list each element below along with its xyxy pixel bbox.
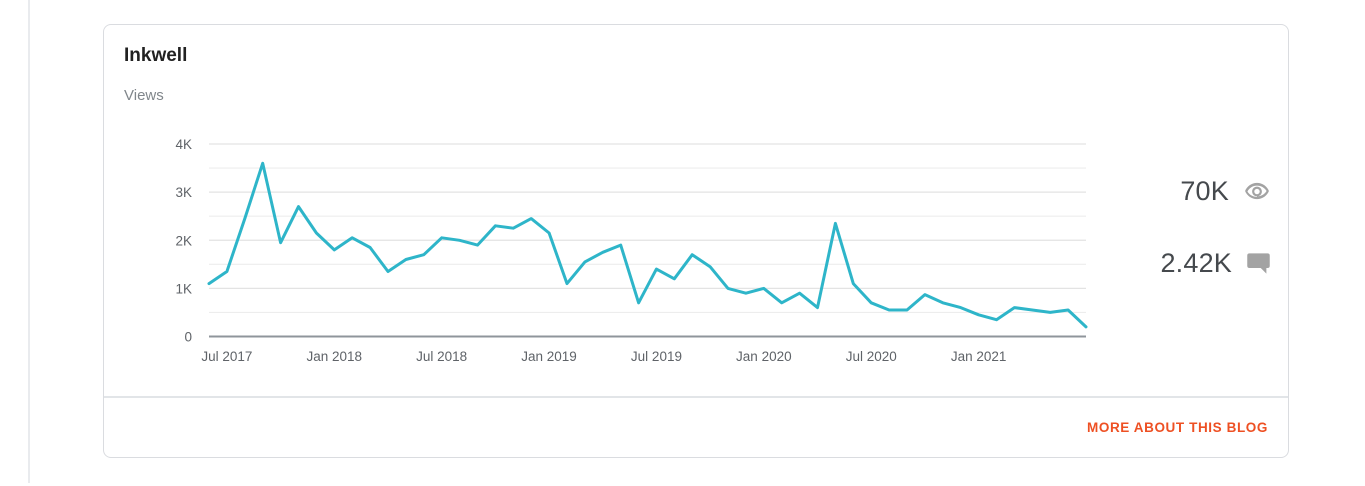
blog-stats-card: Inkwell Views 0 1K 2K 3K 4K Jul 2017 Jan 2018 J… bbox=[103, 24, 1289, 458]
card-footer: MORE ABOUT THIS BLOG bbox=[104, 396, 1288, 457]
svg-text:Jul 2019: Jul 2019 bbox=[631, 349, 682, 364]
more-about-this-blog-link[interactable]: MORE ABOUT THIS BLOG bbox=[1087, 420, 1268, 435]
svg-text:Jul 2017: Jul 2017 bbox=[201, 349, 252, 364]
svg-text:Jan 2021: Jan 2021 bbox=[951, 349, 1007, 364]
svg-text:2K: 2K bbox=[175, 233, 192, 248]
svg-text:Jul 2018: Jul 2018 bbox=[416, 349, 467, 364]
svg-text:0: 0 bbox=[184, 330, 192, 345]
eye-icon bbox=[1242, 178, 1272, 204]
svg-text:3K: 3K bbox=[175, 185, 192, 200]
metric-label: Views bbox=[124, 87, 164, 104]
chart-canvas: 0 1K 2K 3K 4K Jul 2017 Jan 2018 Jul 2018 Jan 201… bbox=[175, 137, 1088, 364]
svg-text:Jan 2018: Jan 2018 bbox=[307, 349, 363, 364]
svg-text:Jan 2019: Jan 2019 bbox=[521, 349, 577, 364]
stats-summary: 70K 2.42K bbox=[1160, 175, 1272, 279]
comment-icon bbox=[1245, 250, 1272, 277]
svg-text:1K: 1K bbox=[175, 281, 192, 296]
views-count: 70K bbox=[1180, 175, 1229, 206]
svg-text:Jan 2020: Jan 2020 bbox=[736, 349, 792, 364]
comments-count: 2.42K bbox=[1160, 247, 1232, 278]
page-divider bbox=[28, 0, 30, 483]
comments-stat-row: 2.42K bbox=[1160, 247, 1272, 279]
views-stat-row: 70K bbox=[1180, 175, 1272, 207]
svg-text:4K: 4K bbox=[175, 137, 192, 152]
svg-text:Jul 2020: Jul 2020 bbox=[846, 349, 897, 364]
blog-title: Inkwell bbox=[124, 45, 188, 66]
views-line-chart[interactable]: 0 1K 2K 3K 4K Jul 2017 Jan 2018 Jul 2018 Jan 201… bbox=[166, 131, 1106, 381]
